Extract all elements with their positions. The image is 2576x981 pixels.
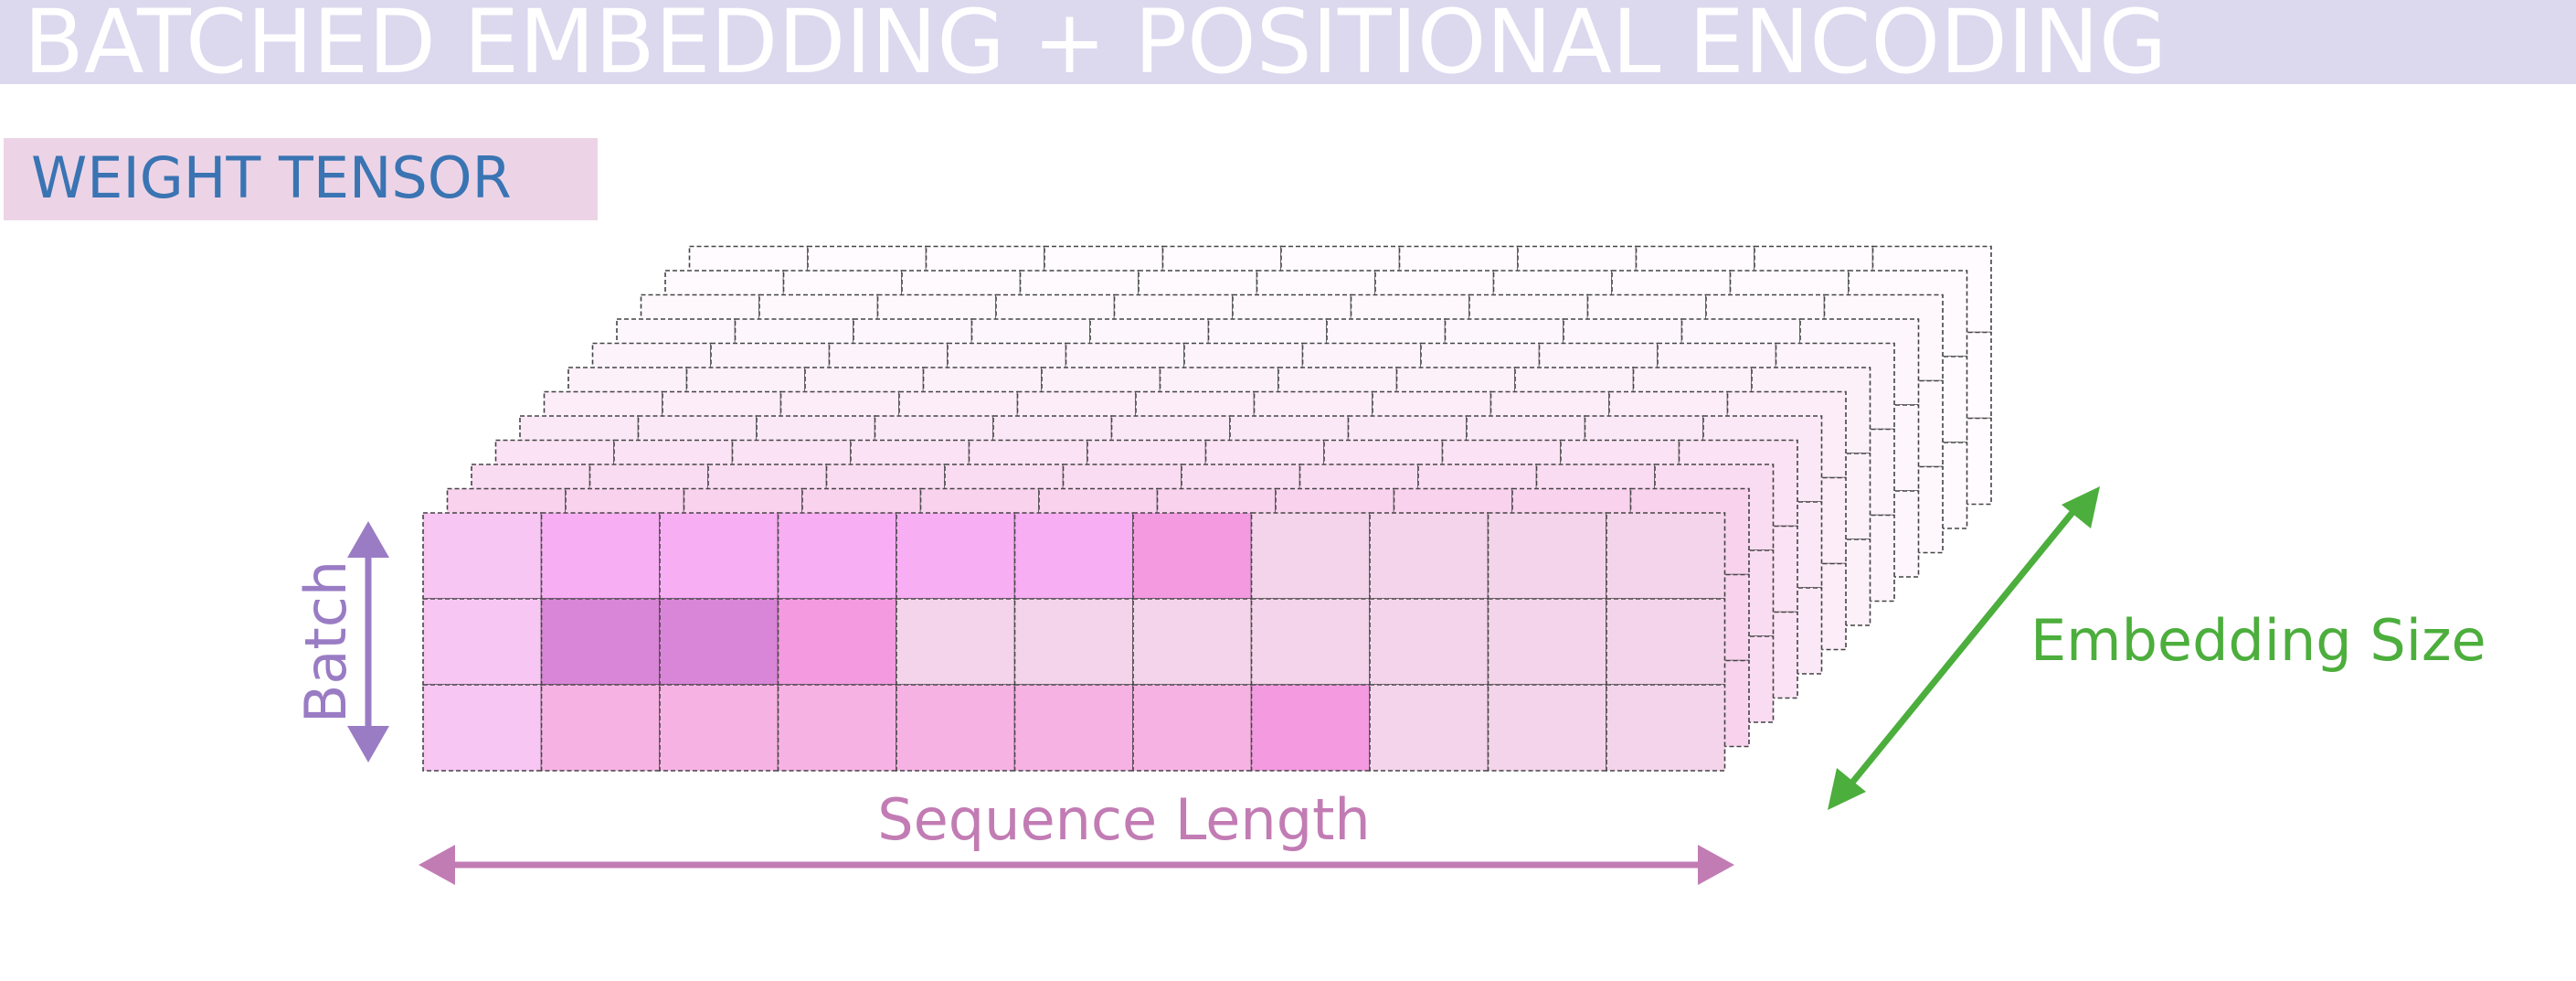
front-tensor-cell (659, 512, 779, 600)
front-tensor-cell (1606, 684, 1726, 772)
front-tensor-cell (777, 684, 897, 772)
front-tensor-cell (777, 512, 897, 600)
front-tensor-cell (1013, 684, 1134, 772)
front-tensor-cell (896, 512, 1016, 600)
front-tensor-cell (1606, 512, 1726, 600)
front-tensor-cell (422, 598, 543, 686)
front-tensor-cell (1132, 684, 1253, 772)
sequence-length-arrow (419, 845, 1734, 885)
front-tensor-cell (1606, 598, 1726, 686)
front-tensor-cell (1369, 684, 1489, 772)
batch-arrow (347, 521, 389, 762)
front-tensor-cell (659, 598, 779, 686)
front-tensor-cell (1250, 684, 1371, 772)
front-grid (422, 512, 1726, 772)
embedding-size-label: Embedding Size (2030, 607, 2486, 674)
front-tensor-cell (777, 598, 897, 686)
front-tensor-cell (422, 684, 543, 772)
front-tensor-cell (1369, 512, 1489, 600)
page-title: BATCHED EMBEDDING + POSITIONAL ENCODING (24, 0, 2168, 93)
front-tensor-cell (540, 598, 661, 686)
front-tensor-cell (1013, 598, 1134, 686)
front-tensor-cell (1013, 512, 1134, 600)
weight-tensor-label-box: WEIGHT TENSOR (4, 138, 598, 220)
front-tensor-cell (1369, 598, 1489, 686)
front-tensor-cell (540, 684, 661, 772)
embedding-size-arrow (1828, 486, 2100, 810)
front-tensor-cell (540, 512, 661, 600)
front-tensor-cell (1132, 512, 1253, 600)
weight-tensor-label: WEIGHT TENSOR (31, 144, 512, 211)
front-tensor-cell (1250, 512, 1371, 600)
title-bar: BATCHED EMBEDDING + POSITIONAL ENCODING (0, 0, 2576, 91)
front-tensor-cell (896, 684, 1016, 772)
sequence-length-label: Sequence Length (877, 786, 1370, 853)
front-tensor-cell (896, 598, 1016, 686)
batch-axis-label: Batch (292, 560, 359, 723)
front-tensor-cell (1487, 598, 1607, 686)
front-tensor-cell (422, 512, 543, 600)
front-tensor-cell (1250, 598, 1371, 686)
front-tensor-cell (1487, 684, 1607, 772)
front-tensor-cell (1487, 512, 1607, 600)
front-tensor-cell (659, 684, 779, 772)
front-tensor-cell (1132, 598, 1253, 686)
